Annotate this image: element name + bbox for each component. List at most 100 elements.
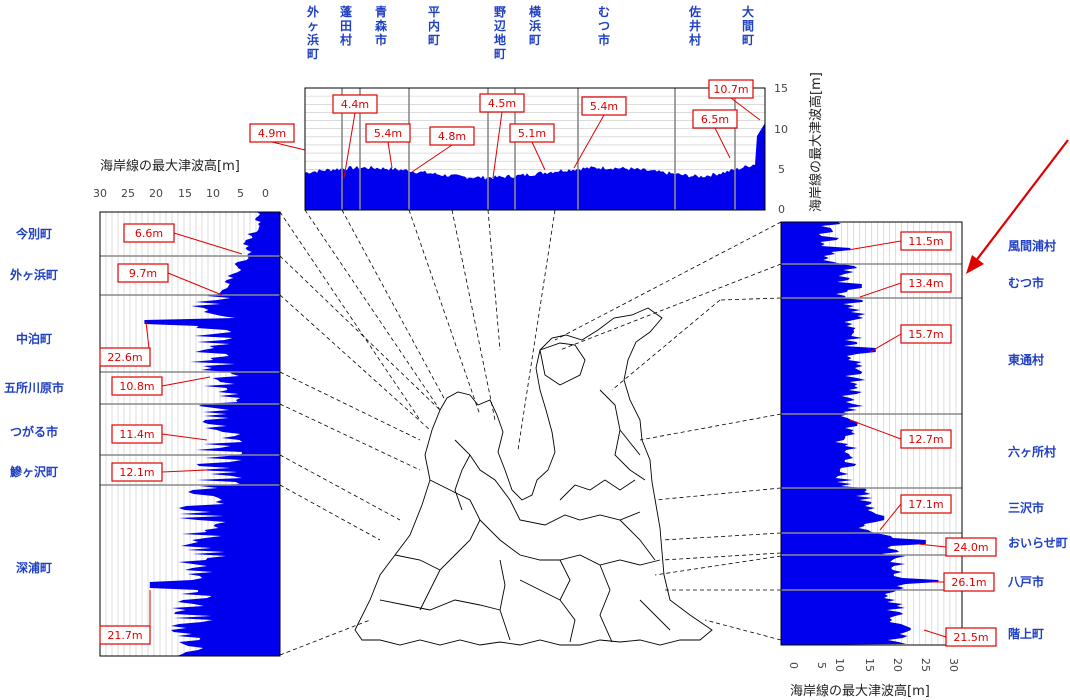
municipality-char: 浜 bbox=[529, 18, 541, 33]
tick-label: 10 bbox=[774, 123, 788, 136]
municipality-char: 大 bbox=[742, 4, 754, 19]
municipality-char: 町 bbox=[428, 33, 440, 47]
municipality-char: 内 bbox=[428, 18, 440, 33]
right-value-ticks: 0 5 10 15 20 25 30 bbox=[787, 658, 960, 672]
annotation-box bbox=[900, 273, 952, 293]
annotation-leader bbox=[869, 333, 902, 353]
municipality-label: つがる市 bbox=[10, 424, 58, 439]
top-panel: 15 10 5 0 海岸線の最大津波高[m] 外ヶ浜町蓬田村青森市平内町野辺地町… bbox=[249, 4, 824, 216]
annotation-label: 12.1m bbox=[119, 466, 154, 479]
annotation-leader bbox=[847, 240, 902, 251]
left-annotations: 6.6m 9.7m 22.6m 10.8m 11.4m 12.1m 21.7m bbox=[99, 223, 243, 645]
left-axis-title: 海岸線の最大津波高[m] bbox=[100, 158, 240, 174]
municipality-char: 外 bbox=[307, 4, 319, 19]
annotation-label: 6.5m bbox=[701, 113, 729, 126]
municipality-label: 五所川原市 bbox=[4, 380, 64, 395]
annotation-leader bbox=[531, 141, 546, 171]
municipality-label: 三沢市 bbox=[1008, 500, 1044, 515]
top-frame bbox=[304, 87, 766, 211]
annotation-label: 10.8m bbox=[119, 380, 154, 393]
annotation-box bbox=[365, 123, 411, 143]
annotation-label: 15.7m bbox=[908, 328, 943, 341]
municipality-label: 野辺地町 bbox=[494, 5, 506, 61]
tick-label: 5 bbox=[237, 187, 244, 200]
annotation-label: 26.1m bbox=[951, 576, 986, 589]
annotation-leader bbox=[849, 419, 902, 440]
annotation-label: 6.6m bbox=[135, 227, 163, 240]
tick-label: 25 bbox=[121, 187, 135, 200]
annotation-box bbox=[509, 123, 555, 143]
municipality-char: 町 bbox=[742, 33, 754, 47]
annotation-box bbox=[581, 96, 627, 116]
municipality-char: 浜 bbox=[307, 32, 319, 47]
red-arrow bbox=[966, 139, 1069, 274]
annotation-leader bbox=[161, 469, 208, 473]
annotation-label: 4.8m bbox=[438, 130, 466, 143]
annotation-box bbox=[900, 429, 952, 449]
municipality-label: 階上町 bbox=[1008, 626, 1044, 641]
municipality-char: つ bbox=[598, 19, 610, 33]
municipality-char: 市 bbox=[598, 32, 610, 47]
annotation-box bbox=[945, 537, 997, 557]
municipality-label: 六ヶ所村 bbox=[1008, 444, 1056, 459]
right-tsunami-profile bbox=[781, 222, 939, 645]
tick-label: 30 bbox=[947, 658, 960, 672]
top-annotations: 4.9m 4.4m 5.4m 4.8m 4.5m 5.1m 5.4m 6.5m 10.7m bbox=[249, 79, 761, 179]
municipality-char: 蓬 bbox=[340, 4, 353, 19]
tick-label: 30 bbox=[93, 187, 107, 200]
annotation-box bbox=[332, 94, 378, 114]
municipality-char: 森 bbox=[375, 18, 388, 33]
annotation-box bbox=[249, 123, 295, 143]
municipality-label: 平内町 bbox=[428, 5, 440, 47]
annotation-leader bbox=[411, 144, 453, 173]
tick-label: 5 bbox=[778, 163, 785, 176]
tick-label: 25 bbox=[919, 658, 932, 672]
annotation-label: 24.0m bbox=[953, 541, 988, 554]
annotation-label: 11.4m bbox=[119, 428, 154, 441]
municipality-label: 蓬田村 bbox=[340, 4, 353, 47]
annotation-leader bbox=[271, 141, 306, 151]
annotation-leader bbox=[492, 111, 503, 179]
annotation-leader bbox=[714, 127, 731, 159]
annotation-leader bbox=[879, 503, 902, 531]
left-panel: 海岸線の最大津波高[m] 30 25 20 15 10 5 0 今別町外ヶ浜町中… bbox=[4, 158, 281, 657]
municipality-label: 中泊町 bbox=[16, 331, 52, 346]
annotation-label: 12.7m bbox=[908, 433, 943, 446]
annotation-label: 21.5m bbox=[953, 631, 988, 644]
municipality-char: 市 bbox=[375, 32, 387, 47]
annotation-label: 17.1m bbox=[908, 498, 943, 511]
annotation-label: 9.7m bbox=[129, 267, 157, 280]
annotation-box bbox=[123, 223, 175, 243]
tick-label: 10 bbox=[833, 658, 846, 672]
annotation-box bbox=[900, 231, 952, 251]
municipality-label: むつ市 bbox=[598, 5, 610, 47]
municipality-label: 佐井村 bbox=[688, 4, 701, 47]
annotation-leader bbox=[387, 141, 393, 169]
annotation-label: 4.5m bbox=[488, 97, 516, 110]
annotation-box bbox=[900, 324, 952, 344]
municipality-label: 風間浦村 bbox=[1008, 238, 1056, 253]
annotation-label: 5.1m bbox=[518, 127, 546, 140]
aomori-map bbox=[354, 307, 713, 646]
annotation-leader bbox=[730, 97, 761, 121]
municipality-label: 大間町 bbox=[742, 4, 754, 47]
municipality-label: 鰺ヶ沢町 bbox=[10, 464, 58, 479]
tick-label: 20 bbox=[149, 187, 163, 200]
right-axis-title: 海岸線の最大津波高[m] bbox=[790, 683, 930, 699]
municipality-char: 町 bbox=[494, 47, 506, 61]
municipality-char: 間 bbox=[742, 19, 754, 33]
municipality-char: 村 bbox=[689, 32, 701, 47]
annotation-box bbox=[943, 572, 995, 592]
tick-label: 0 bbox=[262, 187, 269, 200]
annotation-leader bbox=[161, 433, 208, 441]
annotation-leader bbox=[859, 282, 902, 298]
annotation-label: 22.6m bbox=[107, 351, 142, 364]
annotation-box bbox=[692, 109, 738, 129]
top-tsunami-profile bbox=[305, 123, 765, 210]
annotation-label: 11.5m bbox=[908, 235, 943, 248]
municipality-char: 佐 bbox=[688, 4, 701, 19]
annotation-label: 4.4m bbox=[341, 98, 369, 111]
municipality-char: 井 bbox=[689, 18, 701, 33]
municipality-char: 横 bbox=[529, 4, 542, 19]
